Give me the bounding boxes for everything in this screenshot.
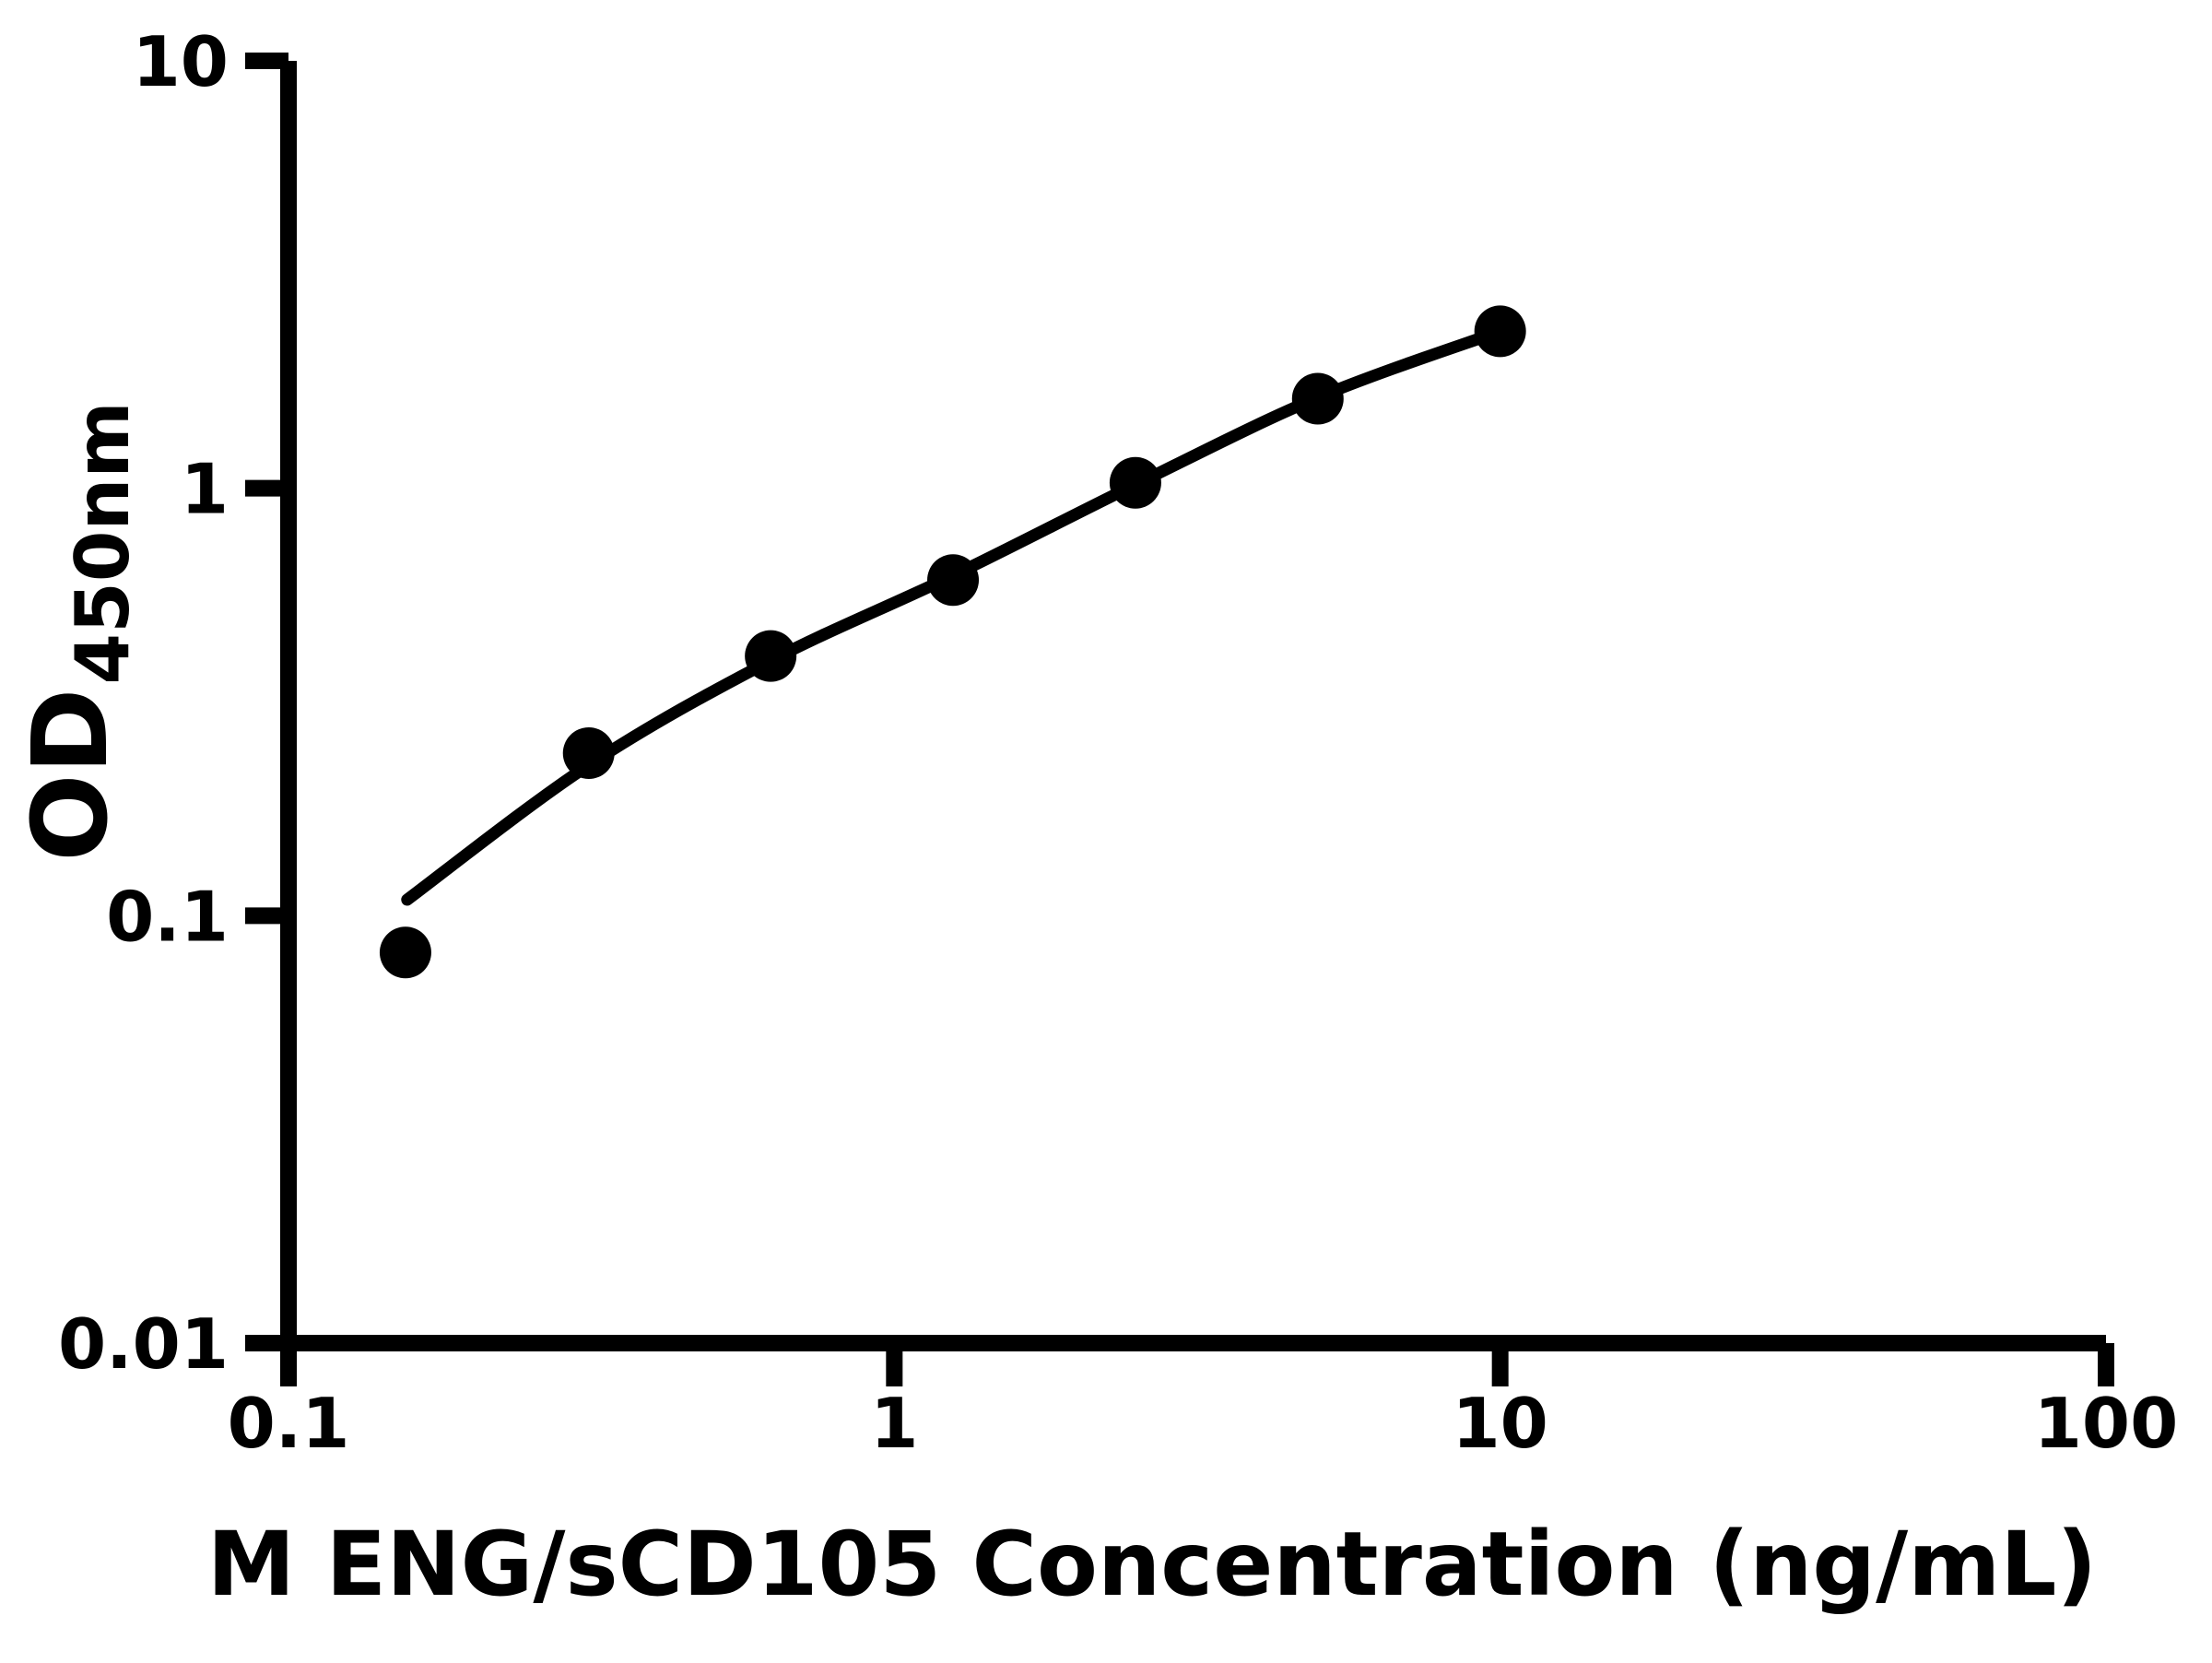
x-tick-label: 100 — [2034, 1383, 2179, 1464]
y-tick-label: 0.1 — [106, 876, 229, 957]
data-point-marker — [1109, 456, 1161, 509]
data-point-marker — [1291, 372, 1344, 425]
data-point-marker — [1474, 305, 1526, 358]
y-axis-title-subscript: 450nm — [60, 401, 146, 684]
x-tick-label: 10 — [1452, 1383, 1547, 1464]
y-tick-label: 0.01 — [58, 1303, 229, 1385]
axis-titles: M ENG/sCD105 Concentration (ng/mL) OD450… — [11, 401, 2097, 1616]
y-axis-title-main: OD — [11, 689, 131, 862]
x-tick-label: 0.1 — [228, 1383, 350, 1464]
data-point-marker — [927, 554, 980, 607]
data-point-marker — [379, 926, 431, 979]
x-axis-title: M ENG/sCD105 Concentration (ng/mL) — [207, 1513, 2098, 1616]
axis-spine — [280, 61, 2106, 1351]
axes — [280, 61, 2106, 1351]
y-tick-label: 10 — [133, 21, 229, 102]
y-tick-label: 1 — [181, 449, 229, 530]
axis-ticks — [245, 53, 2114, 1386]
x-tick-label: 1 — [870, 1383, 918, 1464]
data-series — [379, 305, 1526, 979]
data-point-marker — [745, 630, 797, 682]
data-point-marker — [562, 727, 615, 780]
y-axis-title: OD450nm — [11, 401, 146, 862]
